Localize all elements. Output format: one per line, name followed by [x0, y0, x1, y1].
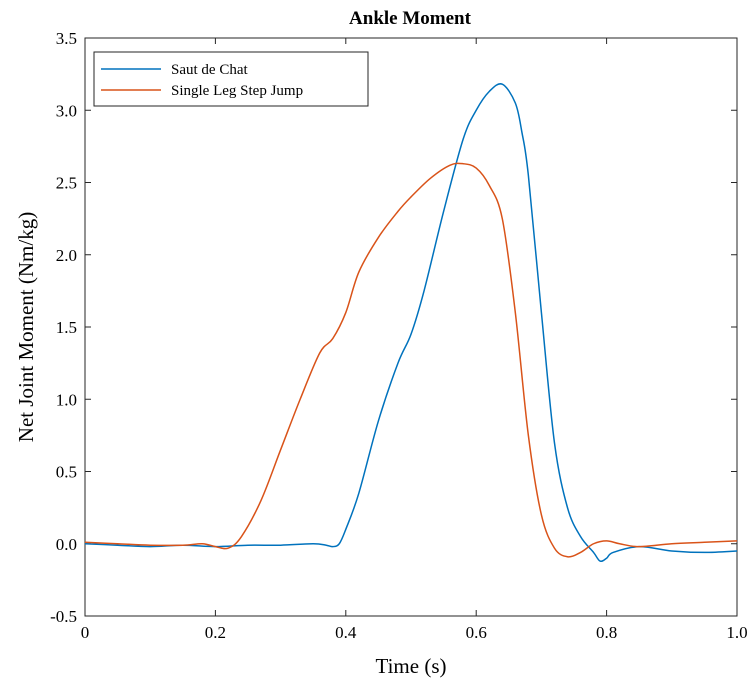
x-tick-label: 0: [81, 623, 90, 642]
x-tick-label: 0.4: [335, 623, 357, 642]
legend-label-saut-de-chat: Saut de Chat: [171, 62, 248, 78]
series-line-single-leg-step-jump: [84, 162, 738, 558]
x-tick-label: 0.6: [466, 623, 487, 642]
y-tick-label: 2.0: [56, 246, 77, 265]
y-tick-label: 3.5: [56, 29, 77, 48]
x-tick-label: 0.8: [596, 623, 617, 642]
chart-title: Ankle Moment: [349, 8, 472, 29]
axis-ticks: 0 0.2 0.4 0.6 0.8 1.0 -0.5 0.0 0.5 1.0 1.5 2.0 2.5 3.…: [50, 29, 748, 642]
legend-box: [93, 51, 369, 107]
y-tick-label: 2.5: [56, 174, 77, 193]
legend: Saut de Chat Single Leg Step Jump: [93, 51, 369, 107]
y-axis-label: Net Joint Moment (Nm/kg): [14, 212, 38, 442]
series-lines: [84, 83, 738, 563]
y-tick-label: 0.0: [56, 535, 77, 554]
y-tick-label: 1.5: [56, 318, 77, 337]
series-line-saut-de-chat: [84, 83, 738, 563]
y-tick-label: 0.5: [56, 463, 77, 482]
y-tick-label: 3.0: [56, 101, 77, 120]
y-tick-label: 1.0: [56, 390, 77, 409]
x-axis-label: Time (s): [376, 654, 447, 678]
x-tick-label: 1.0: [726, 623, 747, 642]
y-tick-label: -0.5: [50, 607, 77, 626]
plot-area: [84, 37, 738, 617]
legend-label-single-leg-step-jump: Single Leg Step Jump: [171, 83, 303, 99]
x-tick-label: 0.2: [205, 623, 226, 642]
